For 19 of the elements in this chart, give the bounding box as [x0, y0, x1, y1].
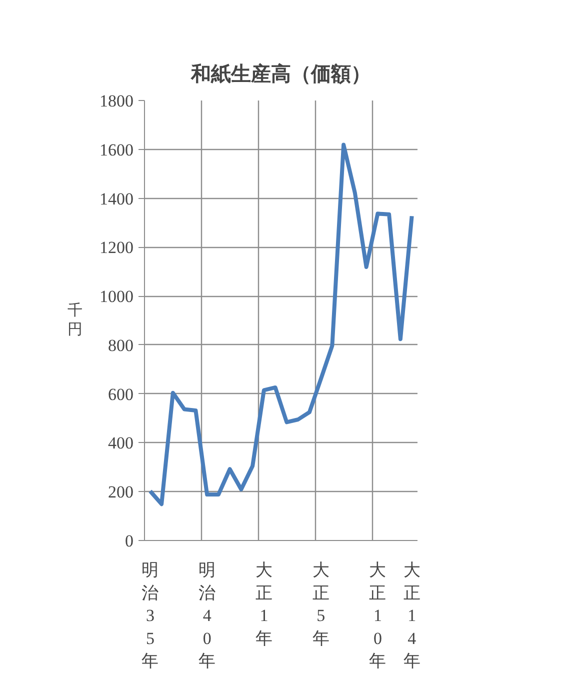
y-tick-label: 0 — [125, 532, 134, 550]
y-axis-title: 千円 — [68, 302, 82, 338]
line-series — [148, 142, 414, 506]
y-tick-label: 1800 — [100, 92, 134, 110]
x-tick-label: 大正1年 — [255, 560, 272, 648]
y-tick-label: 1000 — [100, 287, 134, 306]
x-tick-label: 明治35年 — [142, 560, 159, 671]
x-tick-label: 大正5年 — [312, 560, 330, 648]
y-tick-label: 1600 — [100, 140, 134, 160]
y-tick-label: 200 — [108, 482, 134, 502]
x-tick-label: 明治40年 — [198, 560, 216, 671]
y-tick-label: 1400 — [100, 189, 134, 208]
x-tick-label: 大正10年 — [369, 560, 386, 671]
chart-title: 和紙生産高（価額） — [190, 62, 371, 86]
y-tick-label: 1200 — [100, 238, 134, 258]
x-tick-label: 大正14年 — [403, 560, 420, 671]
y-tick-label: 400 — [108, 434, 134, 453]
y-tick-label: 800 — [108, 336, 134, 355]
y-tick-label: 600 — [108, 384, 134, 404]
